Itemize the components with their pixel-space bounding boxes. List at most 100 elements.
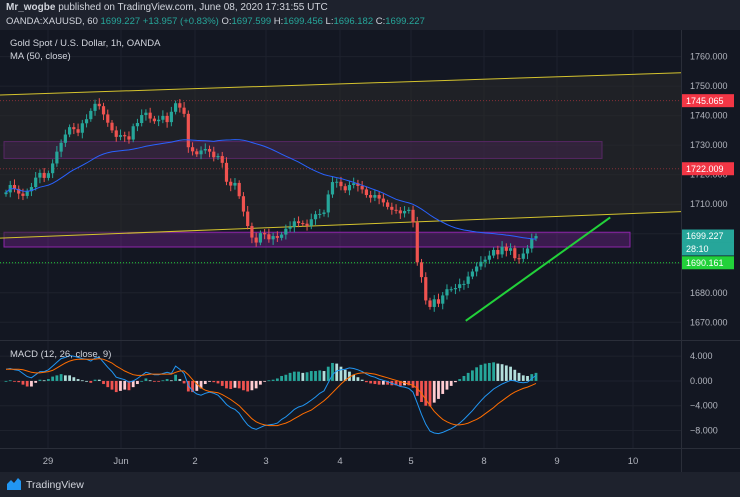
macd-hist-bar — [123, 380, 127, 390]
macd-hist-bar — [297, 371, 300, 381]
candle-body — [224, 162, 229, 182]
candles[interactable] — [4, 98, 538, 312]
macd-hist-bar — [305, 372, 309, 381]
macd-hist-bar — [30, 380, 33, 387]
macd-hist-bar — [153, 380, 156, 382]
macd-hist-bar — [280, 375, 283, 381]
macd-hist-bar — [348, 371, 351, 381]
candle-body — [97, 103, 101, 107]
candle-body — [301, 223, 305, 225]
macd-hist-bar — [89, 380, 93, 383]
candle-body — [445, 289, 449, 296]
macd-axis[interactable]: 4.000 0.000 −4.000 −8.000 — [690, 351, 718, 435]
macd-hist-bar — [76, 379, 80, 381]
ohlc-line: OANDA:XAUUSD, 60 1699.227 +13.957 (+0.83… — [6, 16, 425, 27]
candle-body — [254, 237, 258, 243]
time-tick-label: 8 — [481, 456, 486, 467]
macd-hist-bar — [242, 380, 245, 391]
macd-hist-bar — [199, 380, 203, 389]
macd-hist-bar — [462, 375, 466, 381]
macd-hist-bar — [157, 380, 161, 382]
macd-hist-bar — [271, 379, 275, 381]
chart-title[interactable]: Gold Spot / U.S. Dollar, 1h, OANDA — [10, 38, 161, 49]
macd-hist-bar — [318, 370, 322, 381]
macd-hist-bar — [85, 380, 88, 382]
macd-hist-bar — [284, 374, 288, 381]
macd-hist-bar — [526, 375, 529, 381]
macd-hist-bar — [216, 380, 220, 384]
candle-body — [369, 195, 373, 198]
macd-hist-bar — [369, 380, 373, 384]
candle-body — [186, 113, 190, 148]
macd-hist-bar — [80, 380, 84, 382]
price-tick-label: 1760.000 — [690, 52, 728, 62]
macd-hist-bar — [212, 380, 216, 383]
level-tag-bg — [682, 162, 734, 176]
candle-body — [72, 127, 76, 130]
candle-body — [161, 115, 165, 120]
candle-body — [513, 248, 517, 259]
macd-hist-bar — [492, 362, 495, 381]
candle-body — [419, 262, 424, 278]
tradingview-logo-icon[interactable] — [6, 477, 22, 491]
macd-hist-bar — [521, 375, 525, 381]
macd-hist-bar — [97, 379, 101, 381]
candle-body — [233, 182, 237, 186]
candle-body — [534, 236, 538, 239]
support-trendline — [465, 216, 611, 322]
macd-hist-bar — [420, 380, 423, 403]
macd-hist-bar — [195, 380, 199, 391]
candle-body — [479, 261, 483, 267]
candle-body — [275, 236, 279, 238]
candle-body — [394, 209, 398, 211]
candle-body — [140, 115, 144, 123]
candle-body — [441, 295, 445, 304]
candle-body — [68, 127, 72, 135]
price-tick-label: 1750.000 — [690, 81, 728, 91]
candle-body — [169, 111, 173, 123]
candle-body — [118, 135, 123, 137]
candle-body — [381, 198, 385, 203]
tradingview-brand[interactable]: TradingView — [26, 479, 84, 491]
macd-hist-bar — [483, 363, 487, 381]
candle-body — [517, 258, 521, 260]
candle-body — [415, 222, 419, 263]
close-label: C: — [375, 16, 386, 27]
macd-hist-bar — [424, 380, 428, 406]
price-tick-label: 1710.000 — [690, 199, 728, 209]
candle-body — [106, 114, 110, 123]
lower-zone — [3, 231, 631, 248]
macd-hist-bar — [131, 380, 135, 388]
macd-hist-bar — [517, 372, 521, 381]
price-tick-label: 1680.000 — [690, 288, 728, 298]
time-tick-label: Jun — [113, 456, 128, 467]
candle-body — [135, 123, 140, 127]
candle-body — [449, 289, 453, 291]
price-axis[interactable]: 1670.0001680.0001690.0001700.0001710.000… — [690, 52, 728, 328]
macd-hist-bar — [322, 371, 326, 381]
channel-upper-line — [0, 72, 682, 96]
macd-hist-bar — [13, 380, 16, 382]
candle-body — [93, 103, 97, 111]
macd-hist-bar — [93, 379, 97, 381]
macd-legend[interactable]: MACD (12, 26, close, 9) — [10, 349, 112, 360]
time-axis[interactable]: 29 Jun 2 3 4 5 8 9 10 — [43, 456, 639, 467]
candle-body — [487, 255, 491, 260]
macd-hist-bar — [59, 374, 63, 381]
candle-body — [373, 195, 377, 198]
high-value: 1699.456 — [283, 16, 323, 27]
candle-body — [280, 234, 284, 238]
candle-body — [411, 209, 415, 223]
candle-body — [288, 226, 292, 229]
macd-hist-bar — [437, 380, 440, 399]
macd-hist-bar — [148, 380, 152, 382]
ma-legend[interactable]: MA (50, close) — [10, 51, 71, 62]
candle-body — [466, 276, 470, 284]
time-tick-label: 4 — [337, 456, 342, 467]
macd-hist-bar — [182, 380, 186, 384]
candle-body — [318, 213, 322, 215]
publisher-name[interactable]: Mr_wogbe — [6, 2, 56, 13]
macd-hist-bar — [47, 379, 50, 381]
channel-fill — [0, 72, 681, 239]
